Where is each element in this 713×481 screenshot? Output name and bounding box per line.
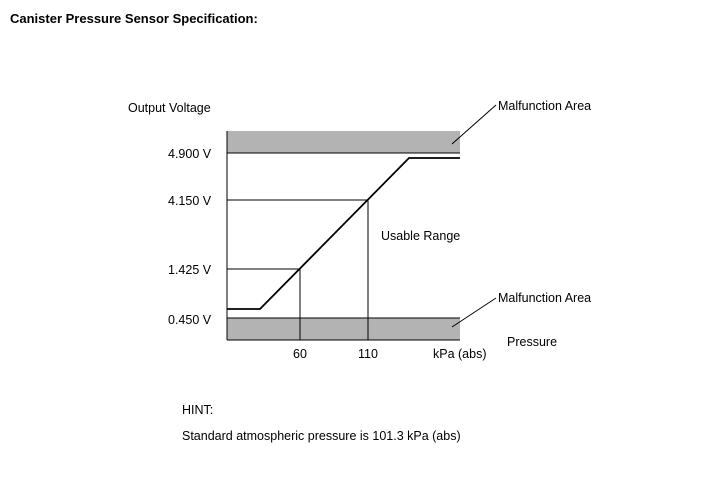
page-title: Canister Pressure Sensor Specification: bbox=[10, 11, 258, 26]
output-characteristic-line bbox=[227, 157, 460, 310]
malfunction-area-upper-label: Malfunction Area bbox=[498, 99, 591, 113]
voltage-label-0450: 0.450 V bbox=[168, 313, 212, 327]
leader-line-lower bbox=[451, 297, 497, 328]
pressure-label-60: 60 bbox=[293, 347, 307, 361]
x-axis-label: Pressure bbox=[507, 335, 557, 349]
x-unit-label: kPa (abs) bbox=[433, 347, 487, 361]
pressure-label-110: 110 bbox=[358, 347, 378, 361]
hint-text: Standard atmospheric pressure is 101.3 k… bbox=[182, 429, 461, 443]
voltage-label-4900: 4.900 V bbox=[168, 147, 212, 161]
malfunction-band-upper bbox=[227, 131, 460, 153]
malfunction-band-lower bbox=[227, 318, 460, 340]
y-axis-label: Output Voltage bbox=[128, 101, 211, 115]
usable-range-label: Usable Range bbox=[381, 229, 460, 243]
hint-label: HINT: bbox=[182, 403, 214, 417]
malfunction-area-lower-label: Malfunction Area bbox=[498, 291, 591, 305]
voltage-label-1425: 1.425 V bbox=[168, 263, 212, 277]
leader-line-upper bbox=[451, 104, 497, 145]
voltage-label-4150: 4.150 V bbox=[168, 194, 212, 208]
